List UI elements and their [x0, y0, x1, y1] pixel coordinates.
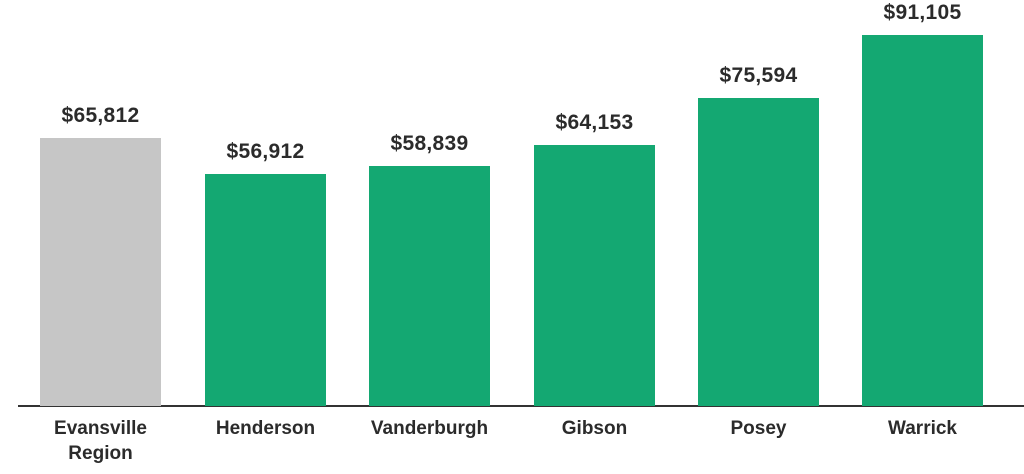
value-label: $58,839 — [390, 132, 469, 155]
category-label: Warrick — [888, 418, 957, 439]
category-label: Gibson — [561, 418, 628, 439]
value-label: $56,912 — [226, 140, 305, 163]
category-label: Evansville Region — [54, 418, 147, 464]
value-label: $64,153 — [555, 111, 634, 134]
bar — [698, 98, 819, 406]
value-label: $75,594 — [719, 64, 798, 87]
category-label: Henderson — [215, 418, 316, 439]
bar — [205, 174, 326, 406]
bar — [862, 35, 983, 406]
category-label: Vanderburgh — [370, 418, 489, 439]
value-label: $65,812 — [61, 104, 140, 127]
bar — [534, 145, 655, 406]
bar — [369, 166, 490, 406]
x-axis-line — [18, 405, 1024, 407]
category-label: Posey — [730, 418, 787, 439]
value-label: $91,105 — [883, 1, 962, 24]
bar — [40, 138, 161, 406]
